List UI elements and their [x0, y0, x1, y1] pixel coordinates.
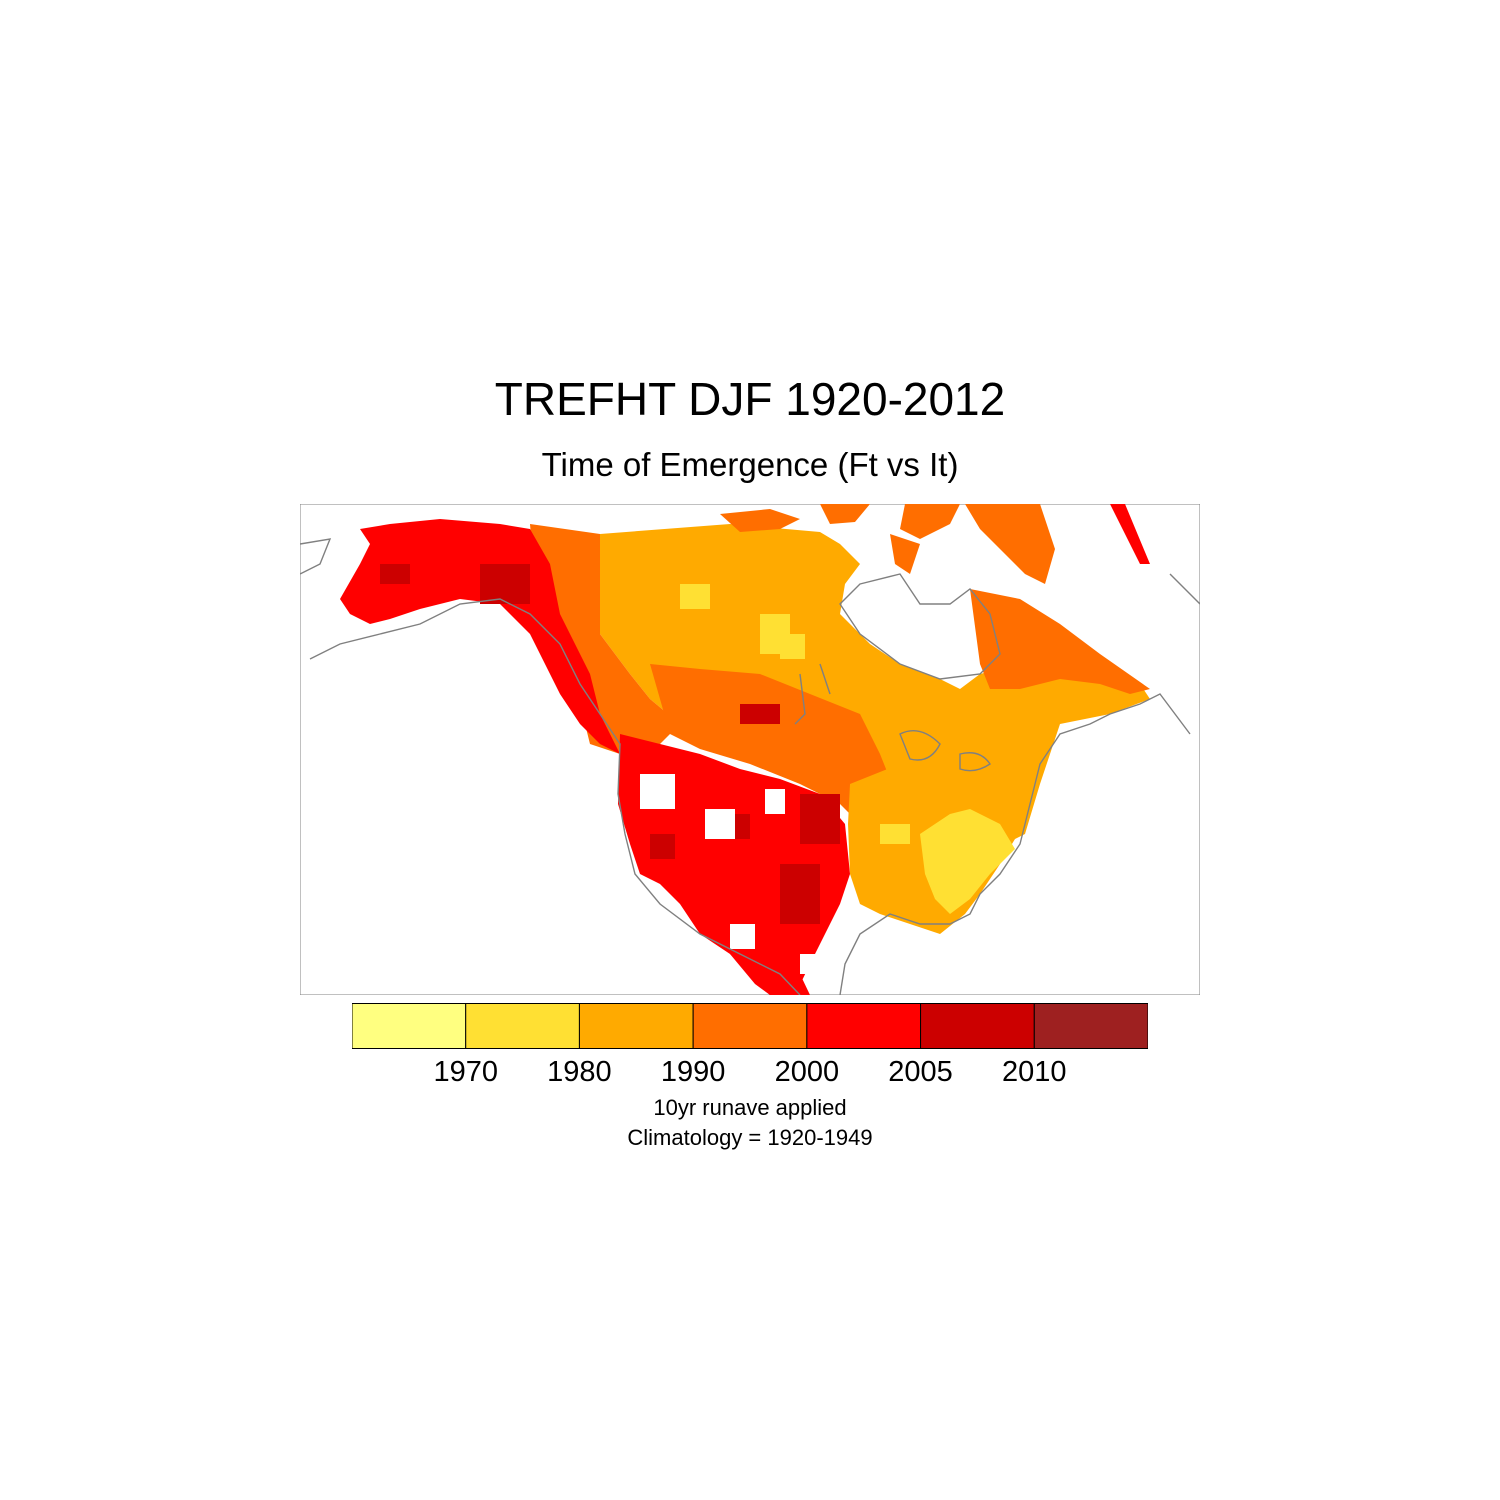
colorbar-swatch — [465, 1003, 580, 1049]
region-arctic-islands — [720, 504, 1055, 584]
map-title: TREFHT DJF 1920-2012 — [494, 373, 1006, 425]
colorbar-label: 1990 — [660, 1056, 726, 1088]
colorbar-label: 1980 — [547, 1056, 612, 1088]
light-patches — [680, 584, 980, 864]
colorbar-swatch — [578, 1003, 694, 1049]
colorbar-swatch — [352, 1003, 467, 1049]
time-of-emergence-map — [300, 504, 1200, 995]
region-northwest — [530, 524, 680, 754]
colorbar-swatch — [692, 1003, 808, 1049]
colorbar-label: 1970 — [433, 1056, 498, 1088]
colorbar-labels: 1970 1980 1990 2000 2005 2010 — [0, 1056, 1500, 1096]
region-greenland-edge — [1110, 504, 1150, 564]
region-labrador — [970, 589, 1150, 694]
note-runave: 10yr runave applied — [653, 1095, 847, 1120]
colorbar-swatch — [920, 1003, 1035, 1049]
region-southwest-us — [618, 734, 850, 995]
colorbar-label: 2000 — [774, 1056, 840, 1088]
colorbar — [352, 1003, 1148, 1049]
colorbar-swatch — [1033, 1003, 1148, 1049]
colorbar-label: 2010 — [1002, 1056, 1067, 1088]
note-climatology: Climatology = 1920-1949 — [627, 1125, 873, 1150]
colorbar-label: 2005 — [888, 1056, 953, 1088]
colorbar-swatch — [806, 1003, 922, 1049]
map-subtitle: Time of Emergence (Ft vs It) — [541, 446, 959, 483]
coastlines — [300, 538, 1200, 995]
missing-data — [640, 774, 825, 974]
